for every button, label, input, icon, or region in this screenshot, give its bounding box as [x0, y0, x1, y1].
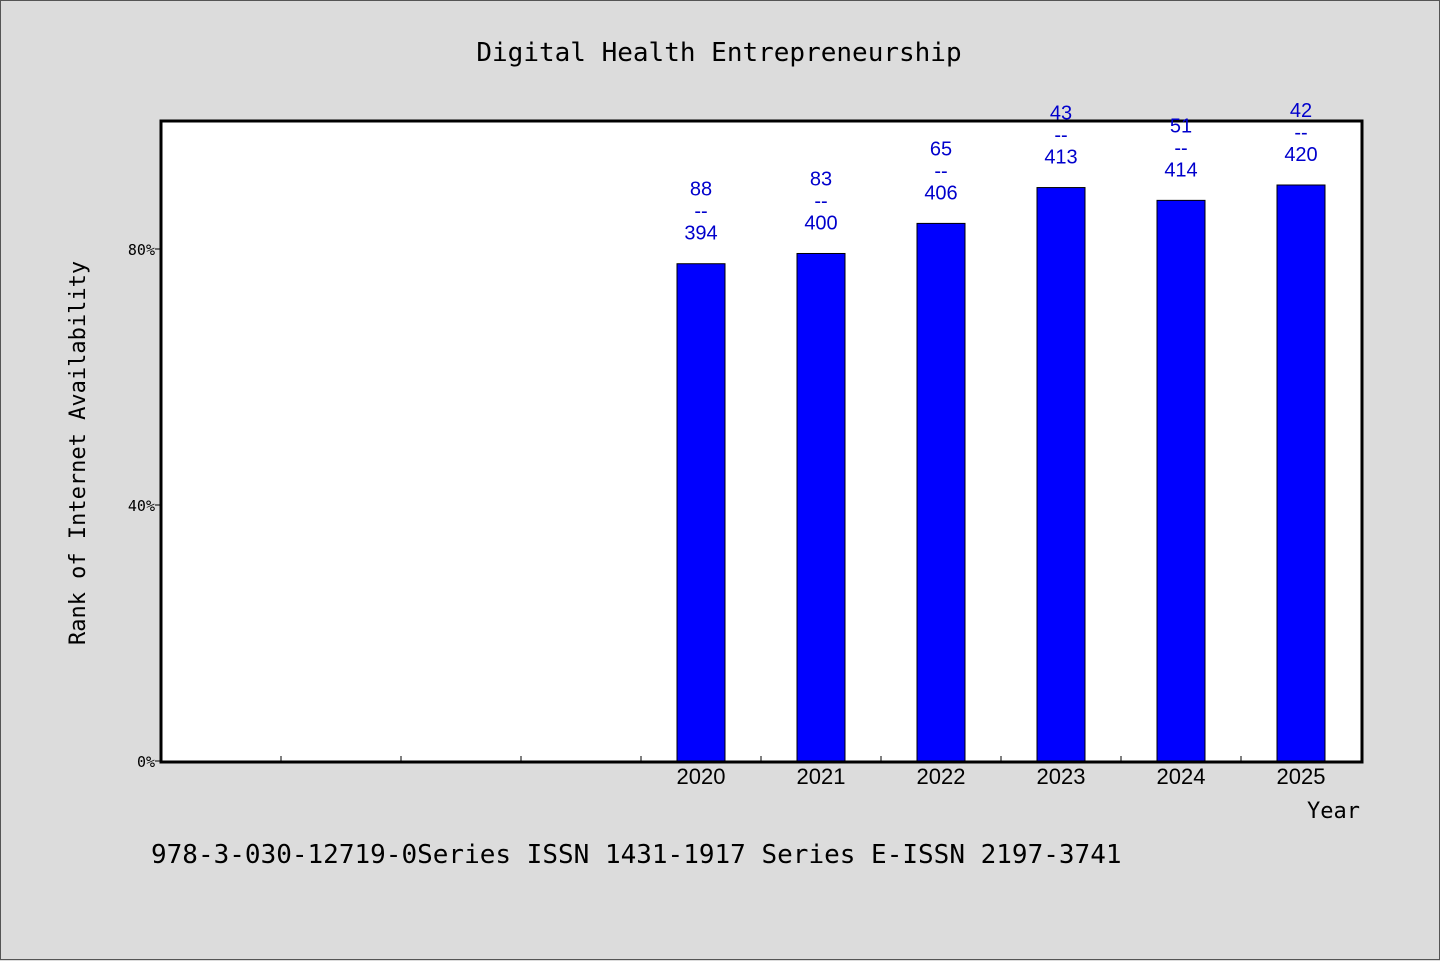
data-label-2024: 414 [1164, 159, 1197, 181]
y-tick-label: 0% [137, 753, 155, 771]
x-tick-label: 2021 [797, 764, 846, 789]
data-label-2025: 42 [1290, 100, 1312, 122]
data-label-2022: 406 [924, 182, 957, 204]
x-axis-title: Year [1307, 799, 1360, 824]
x-axis: 2020 2021 2022 2023 2024 2025 [280, 756, 1326, 789]
data-label-2020: 394 [684, 223, 717, 245]
x-tick-label: 2025 [1277, 764, 1326, 789]
data-labels-group: 88--39483--40065--40643--41351--41442--4… [684, 100, 1317, 245]
data-label-2023: -- [1054, 125, 1067, 147]
footnote: 978-3-030-12719-0Series ISSN 1431-1917 S… [151, 840, 1122, 870]
bar-2021 [796, 252, 846, 762]
y-axis-title: Rank of Internet Availability [66, 261, 91, 645]
bar-2024 [1156, 199, 1206, 762]
data-label-2023: 43 [1050, 103, 1072, 125]
bars-group [676, 184, 1326, 762]
y-tick-label: 40% [128, 497, 155, 515]
data-label-2025: -- [1294, 122, 1307, 144]
bar-2022 [916, 222, 966, 762]
data-label-2025: 420 [1284, 144, 1317, 166]
data-label-2021: 400 [804, 212, 837, 234]
data-label-2023: 413 [1044, 147, 1077, 169]
x-tick-label: 2020 [677, 764, 726, 789]
data-label-2022: -- [934, 160, 947, 182]
bar-2023 [1036, 187, 1086, 762]
x-tick-label: 2024 [1157, 764, 1206, 789]
x-tick-label: 2022 [917, 764, 966, 789]
data-label-2024: -- [1174, 137, 1187, 159]
data-label-2020: -- [694, 201, 707, 223]
chart-title: Digital Health Entrepreneurship [476, 38, 961, 68]
bar-2025 [1276, 184, 1326, 762]
y-axis: 0% 40% 80% [128, 241, 161, 771]
x-tick-label: 2023 [1037, 764, 1086, 789]
data-label-2020: 88 [690, 179, 712, 201]
y-tick-label: 80% [128, 241, 155, 259]
data-label-2024: 51 [1170, 115, 1192, 137]
bar-2020 [676, 263, 726, 762]
data-label-2021: -- [814, 190, 827, 212]
data-label-2022: 65 [930, 138, 952, 160]
data-label-2021: 83 [810, 168, 832, 190]
